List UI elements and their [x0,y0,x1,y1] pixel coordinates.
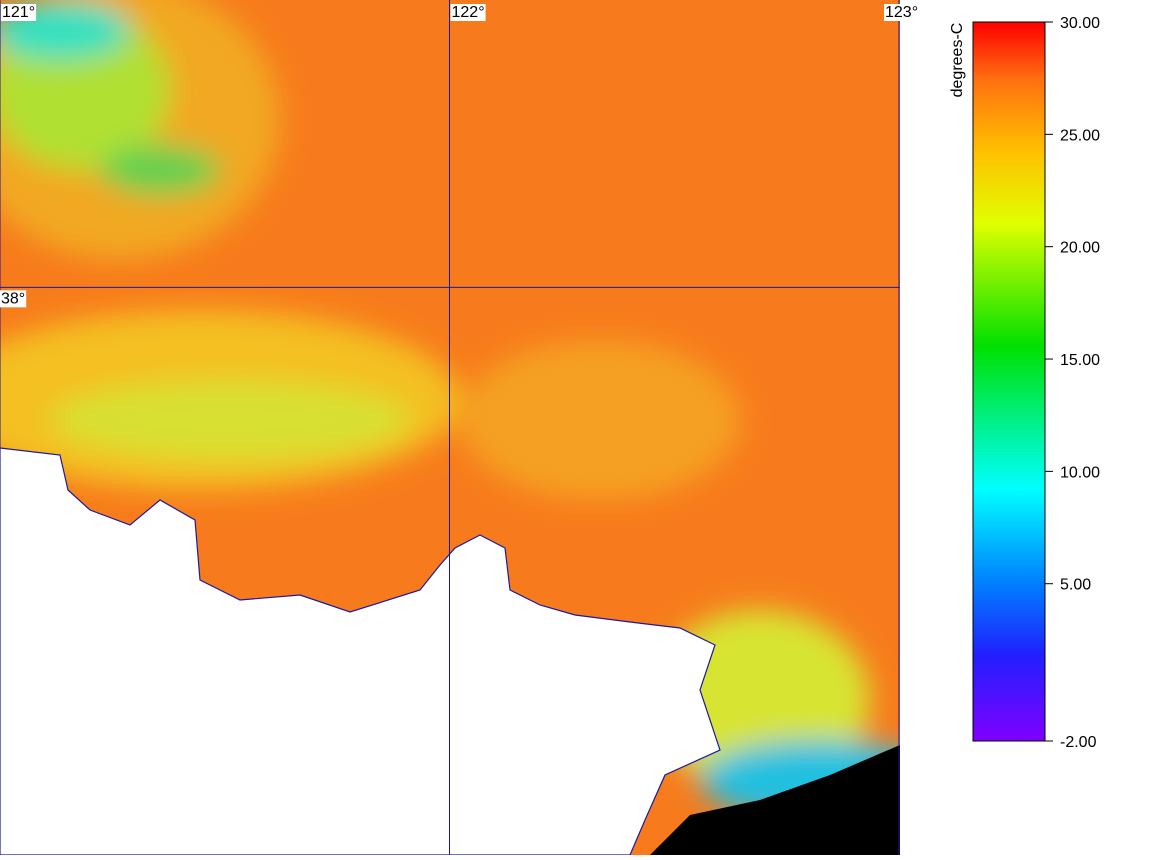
longitude-label: 122° [452,4,485,21]
latitude-label: 38° [1,290,25,307]
colorbar-tick-label: 20.00 [1060,240,1100,257]
colorbar-tick-label: 5.00 [1060,577,1091,594]
colorbar-tick-label: 25.00 [1060,127,1100,144]
label-bg [884,4,920,21]
colorbar-tick-label: 30.00 [1060,15,1100,32]
label-bg [1,4,37,21]
sst-image [0,0,900,855]
colorbar-tick-label: -2.00 [1060,734,1097,751]
longitude-label: 121° [2,4,35,21]
colorbar-unit: degrees-C [949,23,966,98]
colorbar-ticks: 30.00 25.00 20.00 15.00 10.00 5.00 -2.00 [1045,15,1100,751]
land [0,447,721,855]
no-data [650,745,900,855]
colorbar-tick-label: 10.00 [1060,464,1100,481]
graticule: 121° 122° 123° 38° [0,0,920,855]
label-bg [450,4,486,21]
colorbar-tick-label: 15.00 [1060,352,1100,369]
colorbar [972,21,1046,742]
label-bg [0,290,27,308]
longitude-label: 123° [885,4,918,21]
